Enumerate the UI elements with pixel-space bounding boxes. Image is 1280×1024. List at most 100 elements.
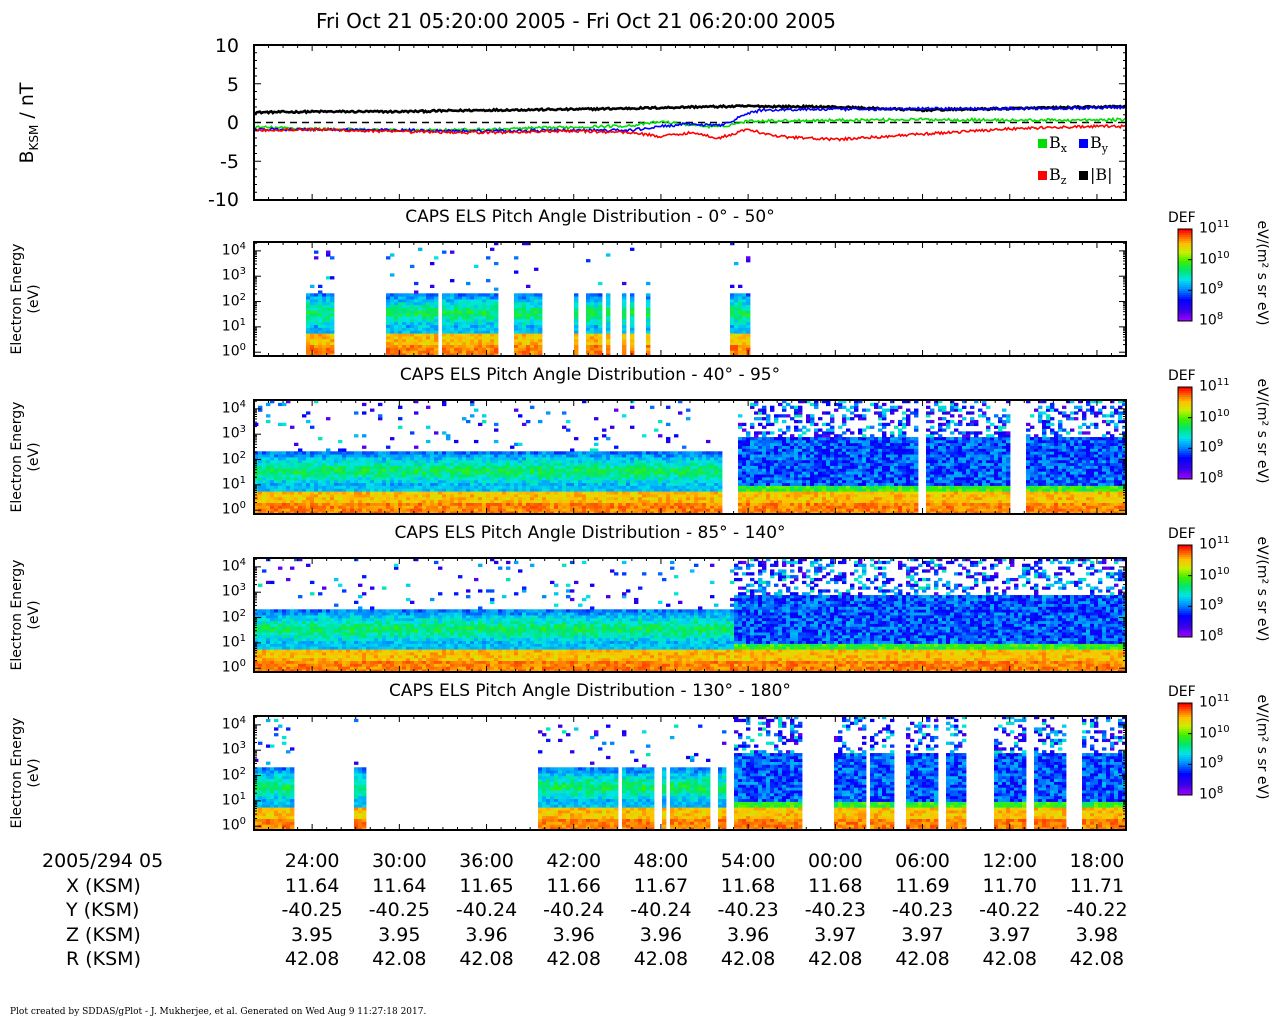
spectrogram-cell [754,479,759,484]
spectrogram-cell [346,508,351,512]
spectrogram-cell [738,341,743,345]
spectrogram-cell [714,485,719,489]
spectrogram-cell [554,491,559,495]
spectrogram-cell [434,451,439,455]
spectrogram-cell [662,499,667,503]
spectrogram-cell [390,496,395,501]
spectrogram-cell [742,471,747,475]
spectrogram-cell [494,459,499,464]
spectrogram-cell [462,488,467,492]
spectrogram-cell [650,462,655,466]
spectrogram-cell [422,462,427,466]
spectrogram-cell [566,468,571,472]
spectrogram-cell [638,451,643,455]
spectrogram-cell [426,299,431,303]
spectrogram-cell [790,459,795,464]
spectrogram-cell [794,496,799,501]
spectrogram-cell [618,454,623,458]
spectrogram-cell [418,499,423,503]
spectrogram-cell [690,457,695,461]
spectrogram-cell [538,462,543,466]
spectrogram-cell [554,488,559,492]
spectrogram-cell [798,491,803,495]
spectrogram-cell [542,468,547,472]
spectrogram-cell [590,454,595,458]
spectrogram-cell [478,494,483,498]
spectrogram-cell [458,511,463,515]
spectrogram-cell [314,400,319,404]
spectrogram-cell [402,333,407,337]
spectrogram-cell [274,508,279,512]
spectrogram-cell [642,451,647,455]
spectrogram-cell [466,505,471,509]
spectrogram-cell [342,502,347,506]
spectrogram-cell [702,454,707,458]
spectrogram-cell [382,485,387,489]
spectrogram-cell [258,511,263,515]
spectrogram-cell [498,496,503,501]
spectrogram-cell [582,508,587,512]
spectrogram-cell [742,439,747,444]
spectrogram-cell [430,508,435,512]
spectrogram-cell [486,479,491,484]
spectrogram-cell [590,347,595,351]
spectrogram-cell [654,499,659,503]
spectrogram-cell [422,316,427,320]
spectrogram-cell [530,482,535,486]
spectrogram-cell [446,462,451,466]
spectrogram-cell [602,434,607,438]
spectrogram-cell [418,310,423,314]
spectrogram-cell [746,448,751,452]
spectrogram-cell [522,459,527,464]
spectrogram-cell [462,459,467,464]
spectrogram-cell [530,465,535,469]
spectrogram-cell [470,465,475,469]
spectrogram-cell [710,454,715,458]
spectrogram-cell [694,474,699,478]
spectrogram-cell [650,474,655,478]
spectrogram-cell [458,499,463,503]
spectrogram-cell [326,448,331,452]
spectrogram-cell [646,299,651,303]
spectrogram-frame [253,241,1127,357]
spectrogram-cell [258,491,263,495]
spectrogram-cell [470,459,475,464]
spectrogram-cell [638,488,643,492]
spectrogram-cell [646,485,651,489]
spectrogram-cell [430,494,435,498]
spectrogram-cell [678,488,683,492]
spectrogram-cell [382,502,387,506]
spectrogram-cell [258,451,263,455]
spectrogram-cell [646,454,651,458]
spectrogram-cell [378,462,383,466]
spectrogram-cell [534,454,539,458]
spectrogram-cell [798,408,803,412]
spectrogram-cell [338,448,343,452]
spectrogram-cell [594,442,599,446]
spectrogram-cell [778,502,783,506]
spectrogram-cell [630,296,635,300]
spectrogram-cell [586,482,591,486]
spectrogram-cell [470,304,475,308]
spectrogram-cell [510,505,515,509]
spectrogram-cell [434,336,439,340]
spectrogram-cell [290,425,295,429]
spectrogram-cell [546,482,551,486]
spectrogram-cell [490,479,495,484]
spectrogram-cell [646,502,651,506]
spectrogram-cell [454,451,459,455]
spectrogram-cell [770,431,775,435]
spectrogram-cell [594,468,599,472]
spectrogram-cell [398,454,403,458]
spectrogram-cell [738,474,743,478]
spectrogram-cell [658,499,663,503]
spectrogram-cell [402,313,407,317]
spectrogram-cell [406,462,411,466]
spectrogram-cell [462,313,467,317]
spectrogram-cell [314,459,319,464]
spectrogram-cell [406,327,411,331]
spectrogram-cell [330,499,335,503]
spectrogram-cell [594,353,599,357]
spectrogram-cell [770,457,775,461]
spectrogram-cell [514,299,519,303]
